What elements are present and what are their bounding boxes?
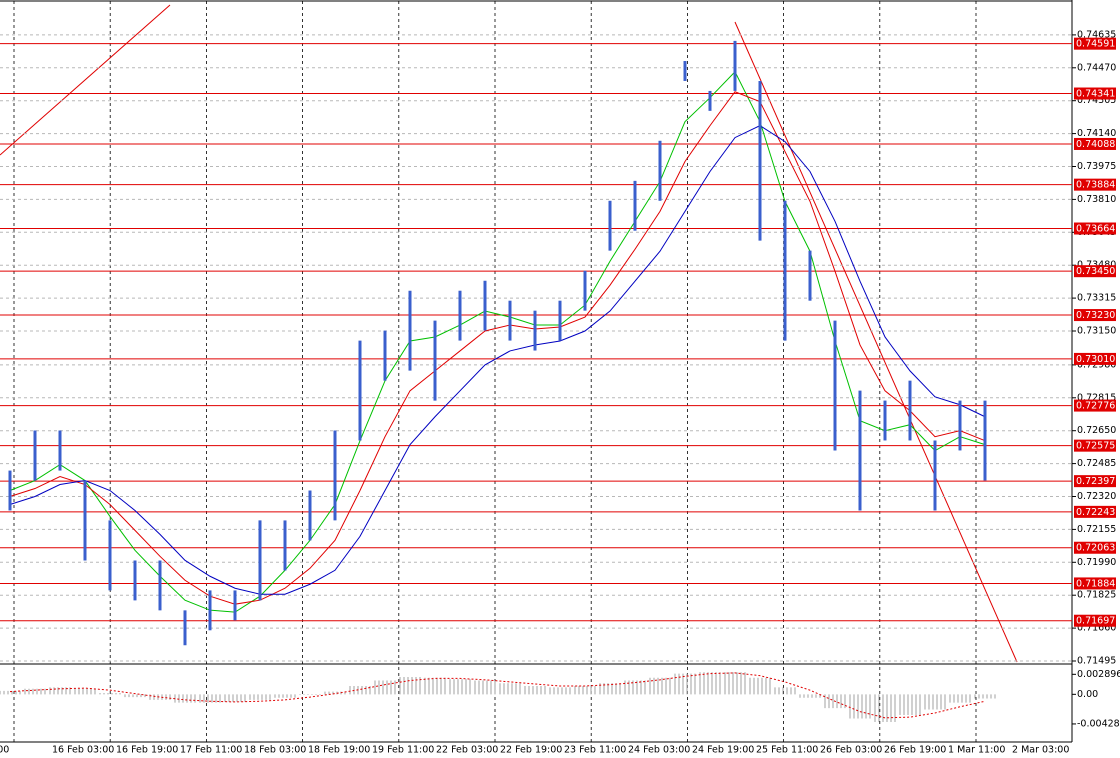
x-tick-label: 2 Mar 03:00 [1012, 745, 1069, 756]
y-tick-label: 0.73315 [1077, 293, 1116, 304]
level-label: 0.73884 [1076, 180, 1115, 191]
y-tick-label: 0.74635 [1077, 29, 1116, 40]
level-label: 0.72397 [1076, 476, 1115, 487]
y-tick-label: 0.71495 [1077, 656, 1116, 667]
level-tag [1074, 352, 1116, 365]
y-tick-label: 0.72815 [1077, 392, 1116, 403]
x-tick-label: 18 Feb 03:00 [244, 745, 306, 756]
x-tick-label: 26 Feb 19:00 [884, 745, 946, 756]
x-tick-label: 18 Feb 19:00 [308, 745, 370, 756]
level-tag [1074, 475, 1116, 488]
level-tag [1074, 577, 1116, 590]
y-tick-label: 0.72155 [1077, 524, 1116, 535]
osc-tick-label: 0.00 [1077, 689, 1098, 700]
y-tick-label: 0.74305 [1077, 95, 1116, 106]
level-label: 0.72776 [1076, 401, 1115, 412]
y-tick-label: 0.74470 [1077, 62, 1116, 73]
x-tick-label: 17 Feb 11:00 [180, 745, 242, 756]
level-tag [1074, 309, 1116, 322]
moving-average [9, 125, 986, 595]
level-tag [1074, 439, 1116, 452]
level-label: 0.74088 [1076, 139, 1115, 150]
level-tag [1074, 399, 1116, 412]
level-tag [1074, 222, 1116, 235]
x-tick-label: 19 Feb 11:00 [372, 745, 434, 756]
y-tick-label: 0.73810 [1077, 194, 1116, 205]
x-tick-label: 25 Feb 11:00 [756, 745, 818, 756]
level-tag [1074, 541, 1116, 554]
moving-average [9, 70, 986, 613]
y-tick-label: 0.73150 [1077, 326, 1116, 337]
level-tag [1074, 265, 1116, 278]
y-tick-label: 0.72650 [1077, 425, 1116, 436]
level-tag [1074, 505, 1116, 518]
x-tick-label: 1 Mar 11:00 [948, 745, 1005, 756]
level-label: 0.74341 [1076, 89, 1115, 100]
x-tick-label: 23 Feb 11:00 [564, 745, 626, 756]
level-label: 0.73450 [1076, 266, 1115, 277]
x-tick-label: 24 Feb 19:00 [692, 745, 754, 756]
osc-tick-label: 0.002896 [1077, 669, 1120, 680]
trend-line [734, 21, 1018, 663]
level-label: 0.74591 [1076, 39, 1115, 50]
x-tick-label: 22 Feb 03:00 [436, 745, 498, 756]
level-label: 0.73010 [1076, 354, 1115, 365]
y-tick-label: 0.73975 [1077, 161, 1116, 172]
level-label: 0.73664 [1076, 224, 1115, 235]
y-tick-label: 0.74140 [1077, 128, 1116, 139]
level-label: 0.72575 [1076, 441, 1115, 452]
level-tag [1074, 37, 1116, 50]
x-tick-label: 26 Feb 03:00 [820, 745, 882, 756]
level-label: 0.72243 [1076, 507, 1115, 518]
y-tick-label: 0.71825 [1077, 590, 1116, 601]
x-tick-label: 16 Feb 19:00 [116, 745, 178, 756]
x-tick-label: 24 Feb 03:00 [628, 745, 690, 756]
y-tick-label: 0.71660 [1077, 623, 1116, 634]
level-label: 0.71697 [1076, 616, 1115, 627]
osc-tick-label: -0.004286 [1077, 718, 1120, 729]
y-tick-label: 0.72320 [1077, 491, 1116, 502]
level-tag [1074, 614, 1116, 627]
y-tick-label: 0.72485 [1077, 458, 1116, 469]
trend-line [0, 4, 171, 156]
level-tag [1074, 87, 1116, 100]
x-tick-label: 22 Feb 19:00 [500, 745, 562, 756]
level-tag [1074, 178, 1116, 191]
y-tick-label: 0.71990 [1077, 557, 1116, 568]
level-label: 0.72063 [1076, 543, 1115, 554]
level-label: 0.71884 [1076, 578, 1115, 589]
x-tick-label: 16 Feb 03:00 [52, 745, 114, 756]
x-tick-label: 1:00 [0, 745, 9, 756]
moving-average [9, 91, 986, 605]
level-label: 0.73230 [1076, 310, 1115, 321]
level-tag [1074, 137, 1116, 150]
